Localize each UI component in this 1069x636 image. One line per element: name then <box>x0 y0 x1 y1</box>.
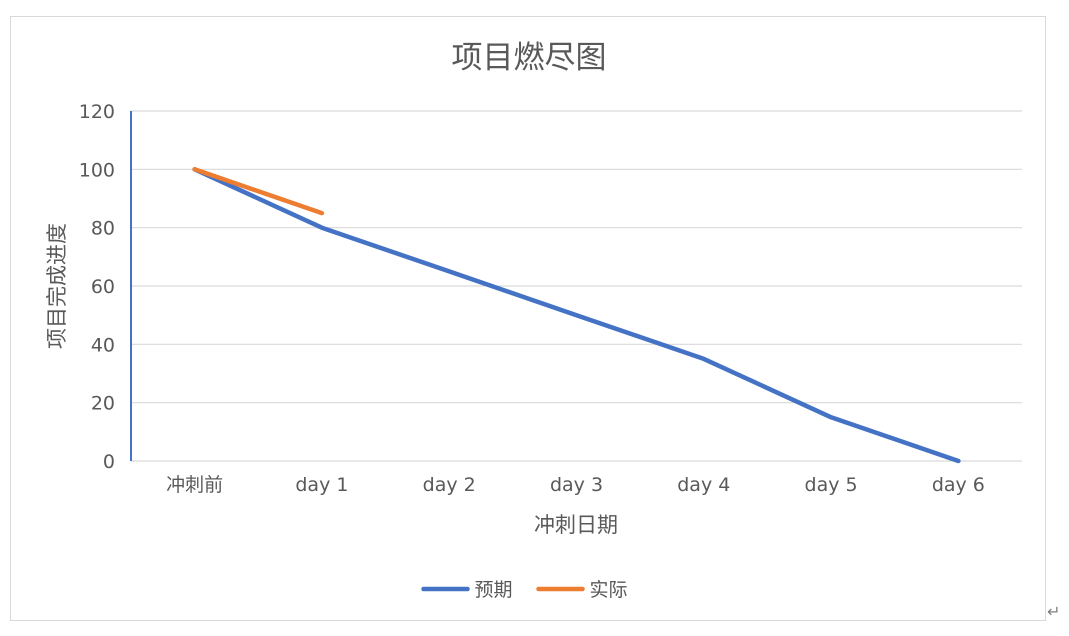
legend-label-1: 实际 <box>590 579 628 601</box>
chart-title: 项目燃尽图 <box>452 40 607 76</box>
legend-label-0: 预期 <box>475 579 513 601</box>
y-tick-label: 40 <box>91 334 115 356</box>
x-tick-label: day 5 <box>805 474 858 496</box>
x-tick-label: day 3 <box>550 474 603 496</box>
axis-layer: 0 20 40 60 80 100 120 冲刺前 day 1 day 2 day 3 day 4 da… <box>79 101 985 496</box>
x-tick-label: 冲刺前 <box>166 474 223 496</box>
y-axis-title: 项目完成进度 <box>45 223 69 349</box>
x-tick-label: day 6 <box>932 474 985 496</box>
series-line-1 <box>192 167 325 216</box>
grid-layer <box>131 110 1022 462</box>
x-tick-label: day 2 <box>423 474 476 496</box>
y-tick-label: 60 <box>91 276 115 298</box>
series-line-0 <box>192 167 961 464</box>
paragraph-return-mark: ↵ <box>1047 602 1061 621</box>
chart-frame <box>10 16 1046 621</box>
series-layer <box>192 167 961 464</box>
legend: 预期 实际 <box>421 579 628 601</box>
y-tick-label: 100 <box>79 159 115 181</box>
y-tick-label: 20 <box>91 393 115 415</box>
y-tick-label: 80 <box>91 218 115 240</box>
x-tick-label: day 4 <box>677 474 730 496</box>
y-tick-label: 120 <box>79 101 115 123</box>
x-axis-title: 冲刺日期 <box>534 513 618 537</box>
y-tick-label: 0 <box>103 451 115 473</box>
x-tick-label: day 1 <box>295 474 348 496</box>
